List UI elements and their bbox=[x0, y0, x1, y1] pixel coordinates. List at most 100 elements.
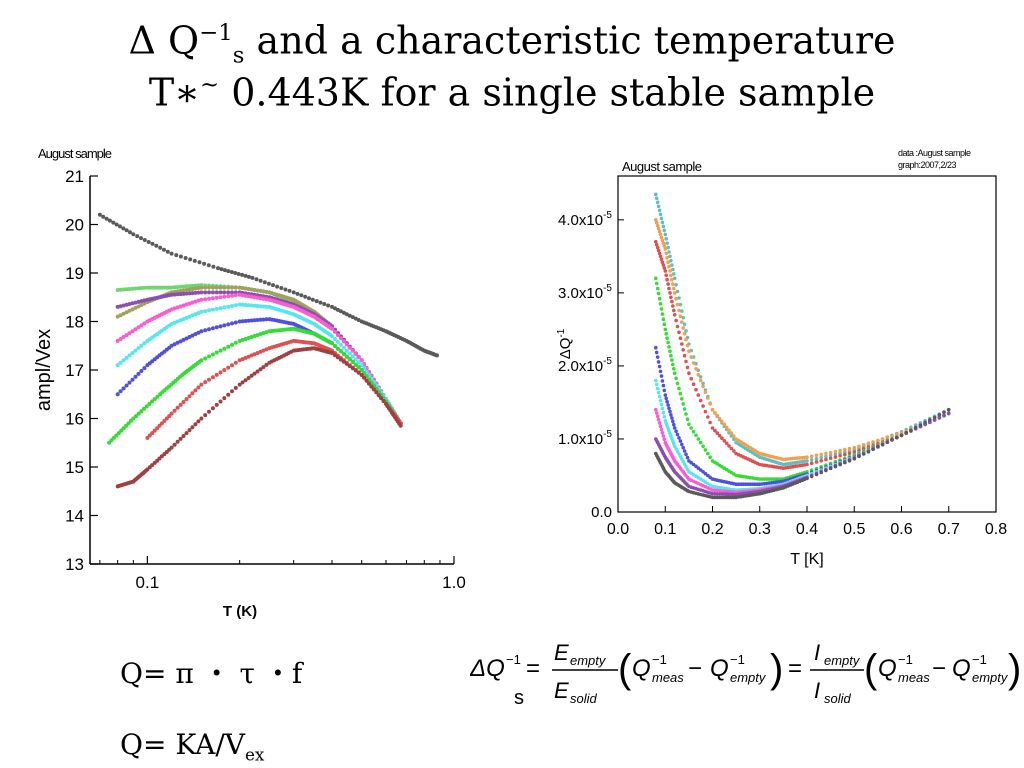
left-point-purple-5 bbox=[130, 301, 135, 306]
right-y-tick-label-4: 4.0x10-5 bbox=[558, 210, 612, 229]
left-point-gray-18 bbox=[162, 247, 166, 252]
right-point-red-46 bbox=[724, 441, 729, 446]
right-point-red-9 bbox=[662, 266, 667, 270]
left-point-cyan-2 bbox=[121, 358, 126, 363]
left-point-pink-90 bbox=[359, 358, 364, 363]
right-x-tick-label-0: 0.0 bbox=[607, 521, 629, 538]
left-point-olive-48 bbox=[261, 289, 266, 294]
left-point-blue-27 bbox=[190, 333, 195, 338]
right-point-teal-36 bbox=[701, 381, 705, 386]
left-point-lime-90 bbox=[330, 341, 334, 346]
right-point-lime-11 bbox=[664, 332, 668, 336]
right-point-teal-25 bbox=[680, 309, 684, 313]
left-point-gray-62 bbox=[335, 307, 340, 312]
left-point-red-24 bbox=[214, 372, 219, 377]
right-point-orange-37 bbox=[703, 390, 708, 394]
left-point-olive-29 bbox=[196, 286, 201, 290]
left-point-blue-42 bbox=[243, 319, 248, 323]
left-point-red-36 bbox=[255, 351, 260, 355]
right-point-cyan-0 bbox=[654, 378, 658, 383]
right-point-red-85 bbox=[828, 456, 833, 461]
left-point-brown-98 bbox=[353, 368, 358, 373]
left-point-brown-92 bbox=[335, 355, 340, 360]
left-point-cyan-86 bbox=[347, 351, 352, 356]
left-point-brown-96 bbox=[347, 364, 352, 369]
right-chart-note-1: data :August sample bbox=[898, 148, 971, 158]
bf-paren-open-1: ( bbox=[618, 647, 632, 691]
right-point-red-37 bbox=[703, 409, 708, 414]
right-y-axis-label-main: ΔQ bbox=[557, 338, 574, 360]
left-point-lime-11 bbox=[134, 414, 138, 419]
right-point-orange-32 bbox=[691, 361, 696, 365]
left-point-gray-13 bbox=[142, 238, 147, 242]
left-point-gray-19 bbox=[165, 249, 170, 254]
left-point-blue-48 bbox=[261, 317, 266, 322]
left-point-cyan-88 bbox=[353, 357, 358, 362]
right-point-gray-100 bbox=[899, 433, 904, 438]
left-point-red-9 bbox=[167, 414, 172, 419]
right-point-blue-12 bbox=[665, 399, 669, 404]
right-point-orange-30 bbox=[687, 349, 691, 354]
right-point-teal-35 bbox=[698, 375, 703, 379]
right-point-red-82 bbox=[814, 460, 819, 464]
left-point-brown-100 bbox=[359, 372, 364, 377]
bf-q-meas-sub-1: meas bbox=[652, 670, 684, 685]
left-point-olive-30 bbox=[199, 285, 204, 290]
right-point-gray-103 bbox=[913, 425, 918, 430]
left-point-pink-89 bbox=[356, 355, 361, 360]
left-point-brown-54 bbox=[249, 373, 254, 378]
right-y-tick-base-1: 1.0x10 bbox=[558, 431, 603, 448]
right-point-teal-0 bbox=[654, 192, 658, 197]
right-point-gray-82 bbox=[814, 472, 819, 477]
left-point-gray-110 bbox=[435, 353, 439, 358]
left-point-cyan-9 bbox=[142, 341, 147, 346]
right-point-red-34 bbox=[696, 393, 701, 397]
left-x-tick-label-0: 0.1 bbox=[136, 573, 160, 592]
left-point-purple-37 bbox=[226, 290, 231, 295]
left-point-brown-106 bbox=[374, 390, 379, 395]
left-point-olive-34 bbox=[214, 285, 219, 290]
right-point-red-90 bbox=[852, 450, 857, 454]
right-point-lime-2 bbox=[655, 286, 660, 291]
left-point-cyan-37 bbox=[226, 304, 231, 309]
right-point-orange-92 bbox=[861, 443, 866, 447]
right-point-orange-87 bbox=[838, 448, 842, 453]
right-y-tick-base-2: 2.0x10 bbox=[558, 358, 603, 375]
left-point-red-39 bbox=[264, 347, 269, 352]
left-point-gray-42 bbox=[258, 278, 263, 283]
right-point-orange-39 bbox=[708, 402, 712, 406]
left-point-brown-36 bbox=[187, 428, 192, 433]
left-point-brown-95 bbox=[344, 361, 349, 366]
left-point-gray-17 bbox=[158, 245, 163, 250]
left-point-blue-9 bbox=[142, 366, 147, 371]
bf-frac1-den: E bbox=[554, 678, 569, 703]
left-point-olive-38 bbox=[230, 285, 234, 290]
right-point-gray-95 bbox=[876, 445, 880, 449]
right-point-cyan-2 bbox=[655, 386, 660, 391]
right-point-teal-4 bbox=[657, 208, 662, 213]
right-point-blue-5 bbox=[658, 369, 663, 374]
left-point-lime-93 bbox=[338, 349, 343, 354]
right-series-teal bbox=[654, 192, 951, 467]
left-point-red-23 bbox=[210, 375, 215, 380]
right-point-red-45 bbox=[722, 439, 727, 443]
left-point-purple-35 bbox=[218, 290, 223, 295]
bf-eq2: = bbox=[788, 655, 802, 682]
left-point-purple-23 bbox=[178, 292, 183, 297]
left-point-purple-36 bbox=[222, 290, 227, 295]
left-point-lime-15 bbox=[144, 404, 149, 409]
right-point-lime-18 bbox=[671, 362, 675, 367]
right-series-lime bbox=[654, 276, 951, 481]
left-point-green-8 bbox=[139, 286, 144, 290]
left-point-gray-8 bbox=[124, 228, 129, 233]
left-point-red-11 bbox=[172, 408, 177, 413]
title-line2-rest: 0.443K for a single stable sample bbox=[219, 70, 876, 115]
left-point-brown-42 bbox=[207, 409, 211, 414]
left-point-brown-41 bbox=[203, 413, 208, 418]
right-point-blue-4 bbox=[657, 364, 662, 369]
right-point-orange-19 bbox=[672, 286, 676, 291]
left-point-pink-4 bbox=[127, 331, 132, 336]
right-point-red-2 bbox=[655, 245, 660, 250]
left-point-lime-13 bbox=[139, 409, 144, 414]
left-point-pink-33 bbox=[210, 296, 215, 301]
